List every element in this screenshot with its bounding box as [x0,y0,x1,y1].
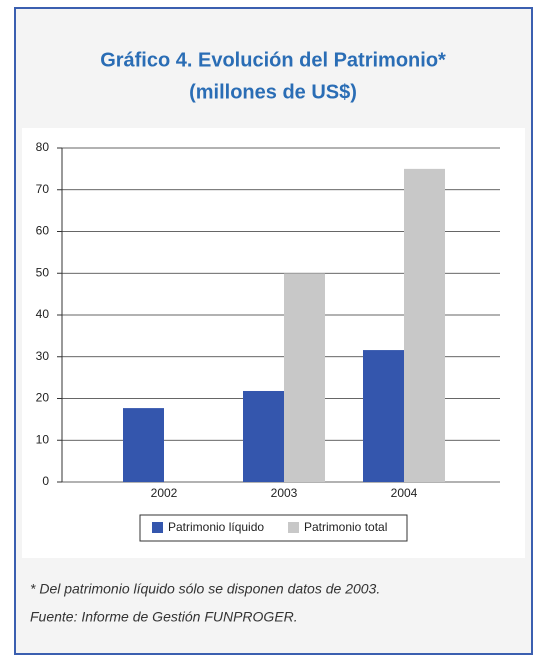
legend-swatch [288,522,299,533]
y-tick-label: 10 [36,432,50,446]
bar [284,273,325,482]
bar [243,390,284,482]
x-tick-label: 2004 [391,486,418,500]
footnote: * Del patrimonio líquido sólo se dispone… [30,581,380,597]
y-tick-label: 60 [36,224,50,238]
source-note: Fuente: Informe de Gestión FUNPROGER. [30,609,298,625]
bar [123,408,164,482]
y-tick-label: 80 [36,140,50,154]
y-tick-label: 50 [36,265,50,279]
x-tick-label: 2002 [151,486,178,500]
chart-subtitle: (millones de US$) [189,81,357,103]
x-tick-label: 2003 [271,486,298,500]
bar [363,350,404,482]
legend-box [139,514,408,542]
legend-label: Patrimonio total [304,520,387,534]
y-tick-label: 20 [36,391,50,405]
chart-title: Gráfico 4. Evolución del Patrimonio* [100,49,446,71]
y-tick-label: 0 [42,474,49,488]
legend-swatch [152,522,163,533]
y-tick-label: 70 [36,182,50,196]
y-tick-label: 30 [36,349,50,363]
bar [404,168,445,482]
y-tick-label: 40 [36,307,50,321]
legend-label: Patrimonio líquido [168,520,264,534]
